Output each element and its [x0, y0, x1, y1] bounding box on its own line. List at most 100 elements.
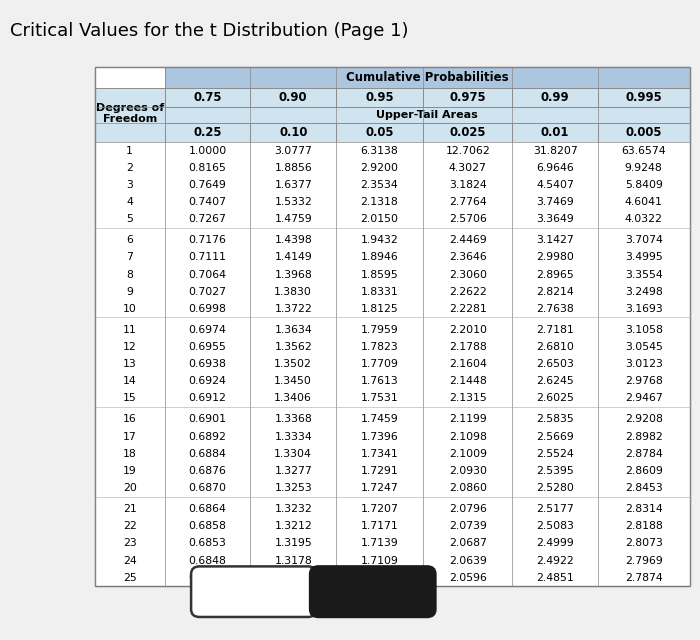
Text: 0.6858: 0.6858	[189, 521, 227, 531]
Text: Done: Done	[354, 584, 392, 599]
Text: 1.3722: 1.3722	[274, 304, 312, 314]
Text: 2.4922: 2.4922	[536, 556, 574, 566]
Text: 0.7267: 0.7267	[189, 214, 227, 224]
Text: 2.8188: 2.8188	[625, 521, 663, 531]
Text: 16: 16	[122, 415, 136, 424]
Text: 1.3232: 1.3232	[274, 504, 312, 514]
Text: 2.6810: 2.6810	[536, 342, 574, 352]
Bar	[94, 142, 690, 159]
Text: 3.2498: 3.2498	[625, 287, 663, 297]
Text: 2.4999: 2.4999	[536, 538, 574, 548]
Text: 1.4759: 1.4759	[274, 214, 312, 224]
Text: 1.7823: 1.7823	[360, 342, 398, 352]
Text: 0.995: 0.995	[625, 91, 662, 104]
Text: 0.6864: 0.6864	[189, 504, 227, 514]
Text: 1.0000: 1.0000	[188, 146, 227, 156]
Text: Print: Print	[237, 584, 271, 599]
Text: 1.7139: 1.7139	[360, 538, 398, 548]
Bar	[94, 159, 690, 177]
Bar	[94, 88, 165, 142]
Bar	[94, 356, 690, 372]
Bar	[598, 88, 690, 107]
FancyBboxPatch shape	[310, 566, 435, 617]
Bar	[94, 177, 690, 193]
Text: 1.7341: 1.7341	[360, 449, 398, 459]
Text: 0.6844: 0.6844	[189, 573, 227, 582]
Text: 0.7176: 0.7176	[189, 236, 227, 245]
Text: 2.3646: 2.3646	[449, 252, 486, 262]
Text: Critical Values for the t Distribution (Page 1): Critical Values for the t Distribution (…	[10, 22, 409, 40]
Text: 5: 5	[126, 214, 133, 224]
Text: 10: 10	[122, 304, 136, 314]
Text: 23: 23	[122, 538, 136, 548]
Text: 4.6041: 4.6041	[625, 197, 663, 207]
Text: 1.7459: 1.7459	[360, 415, 398, 424]
Text: 2.6025: 2.6025	[536, 394, 574, 403]
Text: 1.7171: 1.7171	[360, 521, 398, 531]
Text: 2.0687: 2.0687	[449, 538, 486, 548]
Bar	[94, 497, 690, 500]
Text: 2.9208: 2.9208	[625, 415, 663, 424]
Text: 2.1199: 2.1199	[449, 415, 486, 424]
Bar	[165, 67, 690, 88]
Text: 1.3502: 1.3502	[274, 359, 312, 369]
Text: 0.025: 0.025	[449, 126, 486, 139]
Text: 2.0860: 2.0860	[449, 483, 486, 493]
Text: 2.8073: 2.8073	[625, 538, 663, 548]
Bar	[94, 552, 690, 569]
Bar	[94, 67, 690, 586]
Text: 3.1058: 3.1058	[625, 325, 663, 335]
Text: 1.3212: 1.3212	[274, 521, 312, 531]
Text: 2.5835: 2.5835	[536, 415, 574, 424]
Text: 1: 1	[126, 146, 133, 156]
Text: 9: 9	[126, 287, 133, 297]
Text: 2.5669: 2.5669	[536, 431, 574, 442]
Text: 2.8965: 2.8965	[536, 269, 574, 280]
Text: 3.0123: 3.0123	[625, 359, 663, 369]
Text: 2.8784: 2.8784	[625, 449, 663, 459]
Text: 1.7531: 1.7531	[360, 394, 398, 403]
Text: 2.7874: 2.7874	[625, 573, 663, 582]
Text: 0.6938: 0.6938	[189, 359, 227, 369]
Text: 1.5332: 1.5332	[274, 197, 312, 207]
Text: 2.0150: 2.0150	[360, 214, 398, 224]
Bar	[94, 249, 690, 266]
Text: 2: 2	[126, 163, 133, 173]
Text: 2.1604: 2.1604	[449, 359, 486, 369]
Text: 1.7613: 1.7613	[360, 376, 398, 387]
Text: 1.8125: 1.8125	[360, 304, 398, 314]
Bar	[94, 462, 690, 479]
Text: 2.5083: 2.5083	[536, 521, 574, 531]
Text: 2.2281: 2.2281	[449, 304, 486, 314]
Text: 1.3968: 1.3968	[274, 269, 312, 280]
Text: 0.6998: 0.6998	[189, 304, 227, 314]
Text: 0.05: 0.05	[365, 126, 393, 139]
Text: 1.9432: 1.9432	[360, 236, 398, 245]
Text: 4.3027: 4.3027	[449, 163, 486, 173]
Text: 0.6955: 0.6955	[189, 342, 227, 352]
Text: 1.7109: 1.7109	[360, 556, 398, 566]
Bar	[94, 535, 690, 552]
Text: 3.3554: 3.3554	[625, 269, 663, 280]
Text: 1.7247: 1.7247	[360, 483, 398, 493]
Text: 1.3253: 1.3253	[274, 483, 312, 493]
Bar	[94, 193, 690, 211]
Text: 2.0596: 2.0596	[449, 573, 486, 582]
Text: 12: 12	[122, 342, 136, 352]
Text: 2.3060: 2.3060	[449, 269, 486, 280]
Bar	[94, 569, 690, 586]
Text: 2.3534: 2.3534	[360, 180, 398, 190]
Text: 1.7959: 1.7959	[360, 325, 398, 335]
Text: 2.1315: 2.1315	[449, 394, 486, 403]
Bar	[94, 339, 690, 356]
Bar	[512, 123, 598, 142]
Bar	[94, 372, 690, 390]
Text: 0.6848: 0.6848	[189, 556, 227, 566]
Text: 2.5177: 2.5177	[536, 504, 574, 514]
Text: 1.8856: 1.8856	[274, 163, 312, 173]
Text: 31.8207: 31.8207	[533, 146, 578, 156]
Text: 2.7181: 2.7181	[536, 325, 574, 335]
Text: 1.7709: 1.7709	[360, 359, 398, 369]
Bar	[94, 211, 690, 228]
Text: 0.99: 0.99	[541, 91, 569, 104]
